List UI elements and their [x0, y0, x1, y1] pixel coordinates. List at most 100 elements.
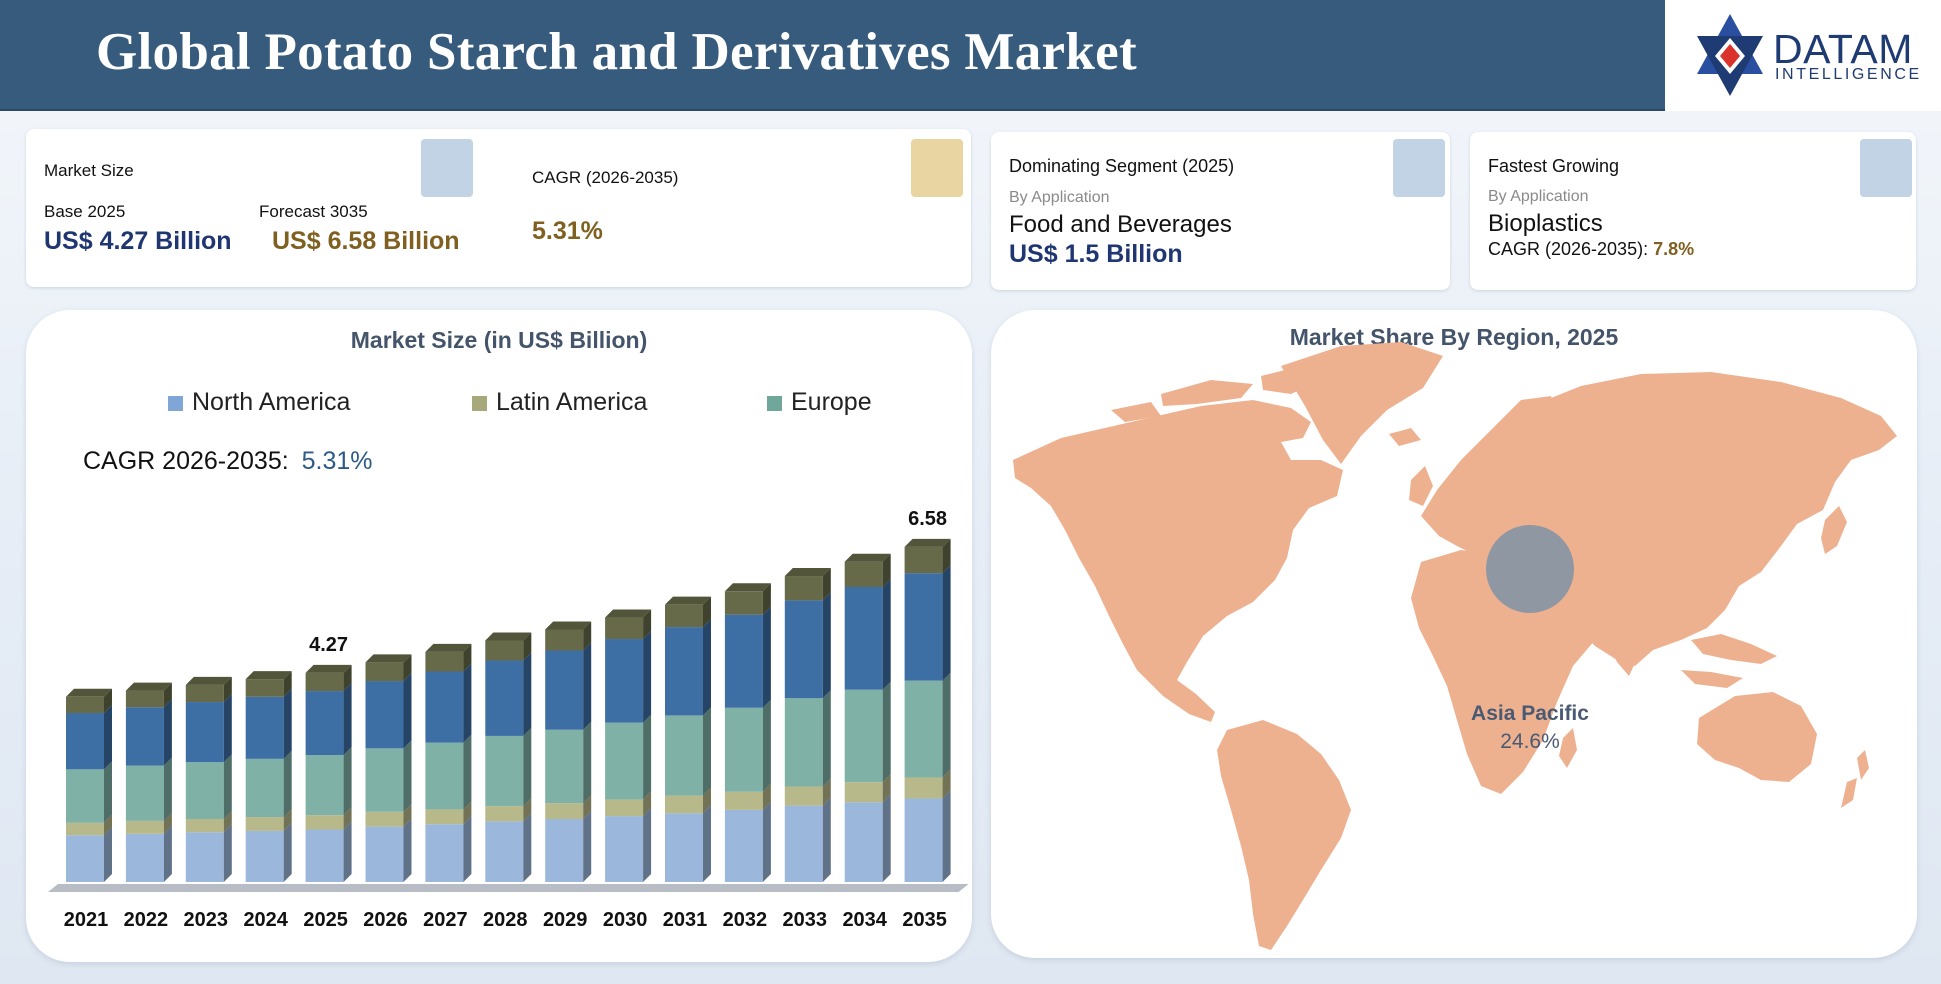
bar-top-2025: [305, 664, 352, 673]
bar-side-2030-s3: [643, 631, 652, 723]
bar-stack-2035: [904, 538, 951, 882]
bar-segment-2030-s1: [605, 799, 644, 817]
bar-side-2024-s0: [283, 822, 292, 882]
page-title: Global Potato Starch and Derivatives Mar…: [96, 23, 1137, 81]
x-tick-label-2033: 2033: [783, 909, 828, 931]
x-tick-label-2029: 2029: [543, 909, 588, 931]
bar-segment-2032-s1: [724, 791, 763, 810]
bar-side-2034-s4: [882, 553, 891, 588]
bar-segment-2023-s1: [185, 818, 224, 833]
bar-side-2032-s2: [762, 699, 771, 792]
dominating-value: US$ 1.5 Billion: [1009, 240, 1183, 268]
bar-side-2021-s3: [104, 705, 112, 770]
bar-segment-2031-s1: [665, 795, 703, 814]
bar-side-2027-s1: [463, 801, 472, 825]
chart-cagr-annotation: CAGR 2026-2035: 5.31%: [83, 447, 373, 475]
bar-segment-2022-s3: [125, 707, 164, 766]
bar-side-2024-s3: [283, 688, 292, 759]
bar-segment-2028-s3: [485, 660, 524, 736]
bar-segment-2031-s4: [665, 604, 703, 628]
bar-segment-2032-s3: [724, 614, 763, 708]
north-america-landmass: [1013, 400, 1343, 722]
bar-side-2031-s3: [703, 619, 711, 716]
forecast-year-label: Forecast 3035: [259, 202, 368, 221]
bar-side-2026-s1: [403, 803, 412, 827]
bar-segment-2021-s0: [66, 835, 104, 882]
x-tick-label-2023: 2023: [184, 909, 229, 931]
bar-segment-2030-s3: [605, 639, 644, 723]
iceland-landmass: [1389, 428, 1421, 446]
southeast-asia-islands: [1681, 634, 1777, 688]
bar-top-2022: [125, 682, 172, 691]
bar-top-2032: [724, 583, 771, 592]
brand-logo[interactable]: DATAM INTELLIGENCE: [1665, 0, 1941, 111]
bar-segment-2025-s2: [305, 755, 344, 816]
bar-segment-2028-s2: [485, 735, 524, 807]
bar-segment-2033-s0: [784, 805, 823, 882]
bar-segment-2028-s4: [485, 640, 524, 661]
asia-pacific-bubble: [1486, 525, 1574, 613]
bar-segment-2034-s1: [844, 782, 883, 803]
bar-side-2025-s1: [343, 807, 352, 830]
bar-side-2032-s1: [762, 783, 771, 810]
region-map-panel: Market Share By Region, 2025: [991, 310, 1917, 958]
bar-stack-2030: [605, 609, 652, 882]
bar-segment-2035-s1: [904, 777, 943, 799]
bar-segment-2035-s2: [904, 680, 943, 778]
bar-side-2026-s0: [403, 818, 412, 882]
bar-segment-2029-s1: [545, 803, 584, 819]
bar-side-2031-s4: [703, 596, 711, 628]
bar-segment-2032-s0: [724, 809, 763, 882]
bar-segment-2024-s4: [245, 679, 284, 697]
africa-landmass: [1411, 550, 1601, 794]
bar-side-2035-s1: [942, 769, 951, 799]
logo-subtitle: INTELLIGENCE: [1775, 66, 1922, 83]
bar-top-2033: [784, 568, 831, 577]
bar-side-2029-s1: [583, 795, 592, 819]
cagr-label: CAGR (2026-2035): [532, 168, 679, 187]
bar-side-2021-s4: [104, 688, 112, 714]
x-tick-label-2021: 2021: [64, 909, 109, 931]
bar-segment-2026-s4: [365, 662, 404, 682]
bar-side-2032-s0: [762, 801, 771, 882]
bar-side-2034-s2: [882, 681, 891, 783]
bar-segment-2027-s1: [425, 809, 464, 825]
bar-side-2033-s4: [822, 568, 831, 601]
bar-side-2033-s2: [822, 690, 831, 787]
market-size-panel: Market Size (in US$ Billion) North Ameri…: [26, 310, 972, 962]
british-isles-landmass: [1409, 466, 1433, 506]
bar-side-2035-s3: [942, 565, 951, 681]
legend-marker-latin-america: [472, 396, 487, 411]
bar-segment-2025-s1: [305, 815, 344, 830]
fastest-cagr: CAGR (2026-2035): 7.8%: [1488, 239, 1694, 260]
bar-series: [48, 538, 969, 892]
bar-side-2024-s4: [283, 671, 292, 697]
bar-side-2033-s1: [822, 778, 831, 806]
bar-segment-2029-s4: [545, 629, 584, 651]
fastest-cagr-value: 7.8%: [1653, 239, 1695, 259]
asia-pacific-label: Asia Pacific: [1471, 702, 1589, 725]
bar-segment-2027-s4: [425, 651, 464, 672]
bar-side-2023-s3: [223, 694, 232, 763]
bar-side-2026-s2: [403, 740, 412, 812]
bar-side-2028-s0: [523, 813, 532, 882]
bar-side-2028-s2: [523, 727, 532, 807]
bar-segment-2027-s0: [425, 824, 464, 882]
bar-stack-2034: [844, 553, 891, 882]
bar-side-2025-s2: [343, 747, 352, 816]
cagr-square: [911, 139, 963, 197]
bar-side-2035-s2: [942, 672, 951, 778]
star-logo-icon: [1697, 14, 1763, 96]
bar-side-2022-s2: [163, 757, 172, 821]
bar-stack-2025: [305, 664, 352, 882]
bar-stack-2024: [245, 671, 292, 882]
bar-side-2027-s4: [463, 643, 472, 672]
bar-segment-2034-s4: [844, 561, 883, 588]
bar-segment-2026-s1: [365, 811, 404, 827]
bar-side-2023-s1: [223, 810, 232, 833]
base-year-label: Base 2025: [44, 202, 126, 221]
data-label-2035: 6.58: [908, 508, 947, 530]
x-tick-label-2032: 2032: [723, 909, 768, 931]
bar-segment-2033-s1: [784, 786, 823, 806]
canadian-arctic-islands: [1111, 366, 1321, 422]
